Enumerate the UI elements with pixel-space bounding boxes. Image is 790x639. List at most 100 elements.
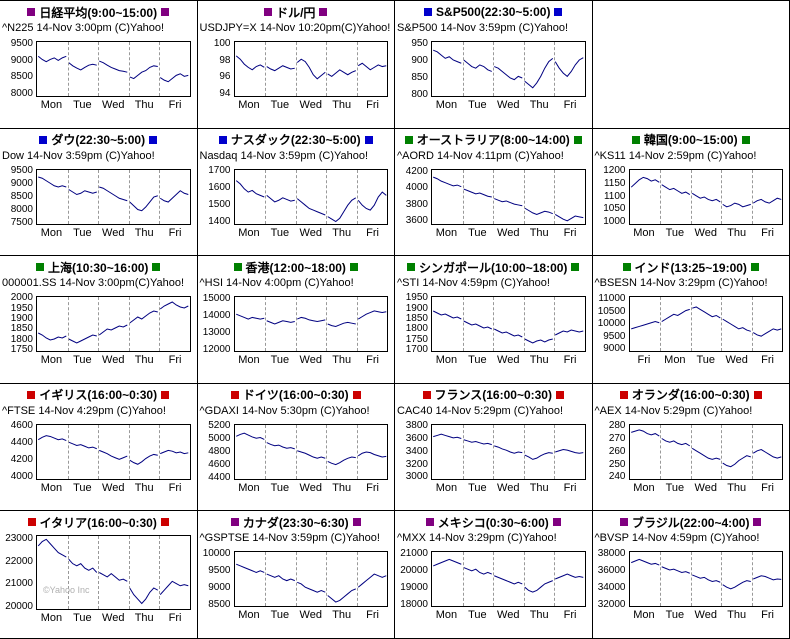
y-tick-label: 3200 (406, 460, 428, 470)
index-chart-cell[interactable]: フランス(16:00~0:30) CAC40 14-Nov 5:29pm (C)… (395, 384, 593, 512)
index-chart-cell[interactable]: オランダ(16:00~0:30) ^AEX 14-Nov 5:29pm (C)Y… (593, 384, 790, 512)
price-line-chart (630, 552, 783, 606)
y-tick-label: 1800 (406, 324, 428, 334)
day-gridline (752, 425, 753, 479)
price-line-segment (297, 59, 325, 79)
price-line-segment (38, 435, 66, 440)
x-axis-label: Tue (264, 609, 295, 623)
price-line-segment (236, 433, 264, 439)
day-gridline (554, 425, 555, 479)
price-line-segment (130, 66, 158, 79)
left-square-icon (234, 263, 242, 271)
index-chart-cell[interactable]: シンガポール(10:00~18:00) ^STI 14-Nov 4:59pm (… (395, 256, 593, 384)
index-chart-cell[interactable]: 日経平均(9:00~15:00) ^N225 14-Nov 3:00pm (C)… (0, 1, 198, 129)
price-line-segment (494, 329, 522, 337)
left-square-icon (424, 8, 432, 16)
left-square-icon (27, 8, 35, 16)
chart-title: オーストラリア(8:00~14:00) (417, 131, 570, 148)
x-axis-label: Thu (326, 227, 357, 241)
day-gridline (463, 297, 464, 351)
price-line-segment (555, 58, 583, 77)
y-tick-label: 1600 (208, 183, 230, 193)
y-tick-label: 96 (219, 72, 230, 82)
index-chart-cell[interactable]: メキシコ(0:30~6:00) ^MXX 14-Nov 3:29pm (C)Ya… (395, 511, 593, 639)
x-axis-label: Wed (295, 354, 326, 368)
chart-subtitle: ^KS11 14-Nov 2:59pm (C)Yahoo! (593, 150, 790, 163)
x-axis-label: Wed (493, 482, 524, 496)
price-line-segment (525, 581, 553, 592)
x-axis-label: Mon (431, 354, 462, 368)
chart-title: 日経平均(9:00~15:00) (39, 4, 157, 21)
y-tick-label: 240 (609, 472, 626, 482)
index-chart-cell[interactable]: 香港(12:00~18:00) ^HSI 14-Nov 4:00pm (C)Ya… (198, 256, 396, 384)
index-chart-cell[interactable]: オーストラリア(8:00~14:00) ^AORD 14-Nov 4:11pm … (395, 129, 593, 257)
price-line-segment (236, 180, 264, 196)
day-gridline (129, 297, 130, 351)
y-tick-label: 8000 (11, 89, 33, 99)
day-gridline (554, 552, 555, 606)
index-chart-cell[interactable]: イギリス(16:00~0:30) ^FTSE 14-Nov 4:29pm (C)… (0, 384, 198, 512)
left-square-icon (632, 136, 640, 144)
price-line-chart (37, 42, 190, 96)
price-line-segment (433, 177, 461, 187)
x-axis-label: Mon (431, 227, 462, 241)
day-gridline (721, 425, 722, 479)
price-line-chart (630, 170, 783, 224)
index-chart-cell[interactable]: ダウ(22:30~5:00) Dow 14-Nov 3:59pm (C)Yaho… (0, 129, 198, 257)
yahoo-watermark: ©Yahoo Inc (43, 585, 90, 595)
plot-area (431, 424, 586, 480)
y-tick-label: 3800 (406, 200, 428, 210)
plot-area (629, 551, 784, 607)
x-axis-label: Tue (67, 482, 98, 496)
price-line-segment (555, 214, 583, 220)
chart-subtitle: ^BVSP 14-Nov 4:59pm (C)Yahoo! (593, 532, 790, 545)
index-chart-cell[interactable]: 上海(10:30~16:00) 000001.SS 14-Nov 3:00pm(… (0, 256, 198, 384)
right-square-icon (161, 391, 169, 399)
index-chart-cell[interactable]: ドイツ(16:00~0:30) ^GDAXI 14-Nov 5:30pm (C)… (198, 384, 396, 512)
x-axis-label: Mon (431, 609, 462, 623)
day-gridline (463, 42, 464, 96)
x-axis-label: Tue (264, 227, 295, 241)
y-tick-label: 38000 (598, 549, 626, 559)
index-chart-cell[interactable]: カナダ(23:30~6:30) ^GSPTSE 14-Nov 3:59pm (C… (198, 511, 396, 639)
day-gridline (159, 42, 160, 96)
y-tick-label: 9000 (11, 56, 33, 66)
chart-title: 香港(12:00~18:00) (246, 259, 346, 276)
index-chart-cell[interactable]: 韓国(9:00~15:00) ^KS11 14-Nov 2:59pm (C)Ya… (593, 129, 790, 257)
index-chart-cell[interactable]: インド(13:25~19:00) ^BSESN 14-Nov 3:29pm (C… (593, 256, 790, 384)
x-axis-label: Wed (690, 227, 721, 241)
plot-area (36, 41, 191, 97)
chart-subtitle: S&P500 14-Nov 3:59pm (C)Yahoo! (395, 22, 592, 35)
price-line-segment (661, 438, 689, 445)
price-line-segment (631, 560, 659, 566)
day-gridline (98, 536, 99, 609)
day-gridline (296, 42, 297, 96)
index-chart-cell[interactable]: ドル/円 USDJPY=X 14-Nov 10:20pm(C)Yahoo! 10… (198, 1, 396, 129)
index-chart-cell[interactable]: ナスダック(22:30~5:00) Nasdaq 14-Nov 3:59pm (… (198, 129, 396, 257)
index-chart-cell[interactable]: ブラジル(22:00~4:00) ^BVSP 14-Nov 4:59pm (C)… (593, 511, 790, 639)
x-axis-label: Tue (264, 482, 295, 496)
index-chart-cell[interactable]: S&P500(22:30~5:00) S&P500 14-Nov 3:59pm … (395, 1, 593, 129)
price-line-segment (327, 457, 355, 465)
price-line-segment (266, 195, 294, 202)
x-axis-label: Wed (98, 354, 129, 368)
price-line-segment (494, 446, 522, 453)
right-square-icon (571, 263, 579, 271)
price-line-segment (555, 330, 583, 335)
price-line-chart (630, 297, 783, 351)
right-square-icon (149, 136, 157, 144)
y-tick-label: 5000 (208, 434, 230, 444)
price-line-segment (266, 66, 294, 71)
x-axis-label: Tue (462, 609, 493, 623)
day-gridline (265, 170, 266, 224)
price-line-chart (235, 297, 388, 351)
